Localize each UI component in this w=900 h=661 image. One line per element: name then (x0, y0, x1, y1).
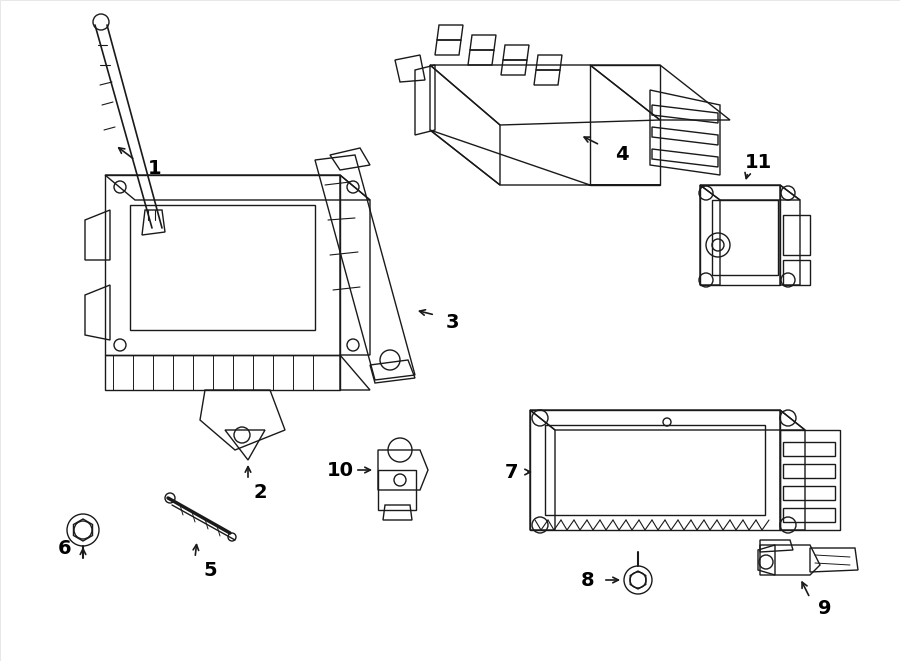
Text: 8: 8 (581, 570, 595, 590)
Text: 3: 3 (446, 313, 459, 332)
Text: 9: 9 (818, 598, 832, 617)
Text: 4: 4 (616, 145, 629, 165)
Text: 10: 10 (327, 461, 354, 479)
Text: 7: 7 (505, 463, 518, 481)
Text: 5: 5 (203, 561, 217, 580)
Text: 1: 1 (148, 159, 162, 178)
Text: 11: 11 (744, 153, 771, 171)
Text: 6: 6 (58, 539, 72, 557)
Text: 2: 2 (253, 483, 266, 502)
